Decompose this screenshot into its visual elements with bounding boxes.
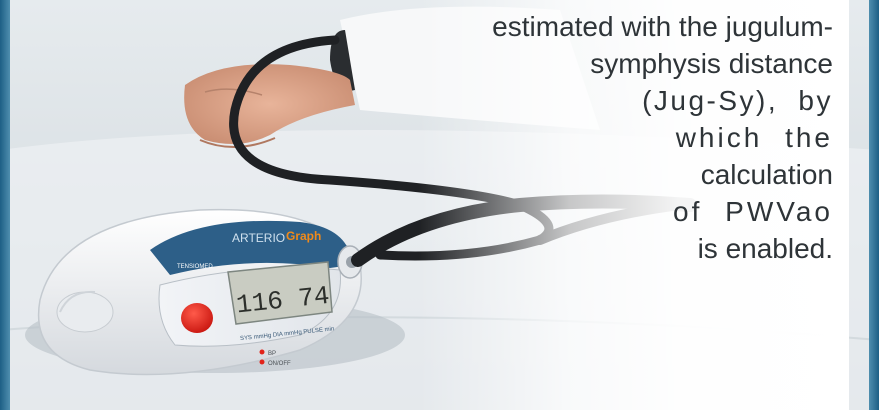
frame-edge-right <box>869 0 879 410</box>
svg-text:BP: BP <box>268 351 276 357</box>
svg-text:ON/OFF: ON/OFF <box>268 361 291 367</box>
caption-line: calculation <box>700 159 833 190</box>
caption-line: of PWVao <box>673 196 833 227</box>
frame-edge-left <box>0 0 10 410</box>
caption-line: (Jug-Sy), by <box>642 85 833 116</box>
caption-line: symphysis distance <box>590 48 833 79</box>
caption-line: is enabled. <box>697 233 833 264</box>
svg-text:ARTERIO: ARTERIO <box>232 231 285 245</box>
caption-text: estimated with the jugulum- symphysis di… <box>413 8 833 267</box>
caption-line: estimated with the jugulum- <box>492 11 833 42</box>
caption-line: which the <box>675 122 833 153</box>
svg-text:TENSIOMED: TENSIOMED <box>177 264 213 270</box>
svg-text:Graph: Graph <box>286 229 321 243</box>
